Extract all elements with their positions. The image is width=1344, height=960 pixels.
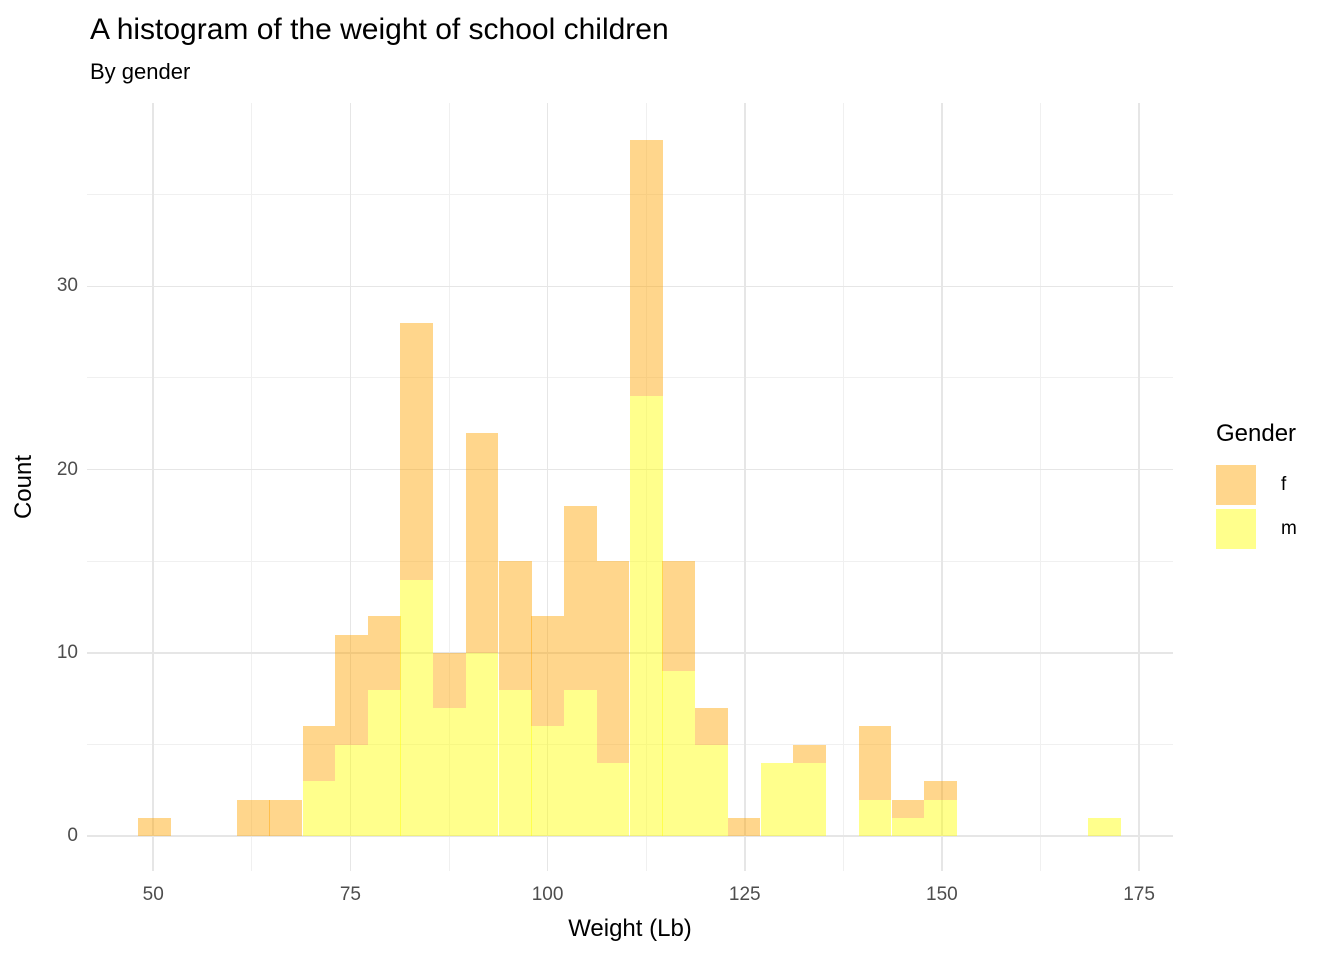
gridline-y-minor-35 <box>87 194 1173 196</box>
bar-f-62.7 <box>237 799 270 837</box>
gridline-x-175 <box>1138 103 1140 871</box>
plot-panel <box>87 103 1173 871</box>
bar-m-149.8 <box>923 799 957 837</box>
bar-m-170.6 <box>1088 817 1121 837</box>
x-tick-50: 50 <box>142 884 164 905</box>
legend-label-f: f <box>1281 474 1287 495</box>
gridline-y-20 <box>87 468 1173 471</box>
legend-swatch-m <box>1216 509 1256 549</box>
x-tick-175: 175 <box>1123 884 1155 905</box>
bar-m-133.2 <box>793 762 826 837</box>
x-tick-100: 100 <box>531 884 564 905</box>
bar-f-95.9 <box>498 561 532 690</box>
bar-f-133.2 <box>793 744 826 763</box>
bar-f-66.8 <box>269 799 303 837</box>
bar-f-124.9 <box>727 817 761 837</box>
legend-title: Gender <box>1216 420 1297 447</box>
bar-m-83.4 <box>400 579 434 837</box>
bar-m-129.1 <box>760 762 794 837</box>
x-axis-title: Weight (Lb) <box>568 915 692 942</box>
y-tick-0: 0 <box>67 825 78 847</box>
bar-f-100 <box>531 616 564 727</box>
gridline-y-minor-5 <box>87 744 1173 746</box>
bar-f-145.7 <box>891 799 925 818</box>
gridline-y-0 <box>87 835 1173 837</box>
bar-f-50.2 <box>138 817 172 837</box>
y-tick-30: 30 <box>56 275 78 297</box>
bar-m-91.7 <box>465 652 499 837</box>
bar-m-104.2 <box>564 689 598 837</box>
gridline-x-100 <box>546 103 549 871</box>
y-tick-20: 20 <box>56 458 78 480</box>
legend-key-f: f <box>1216 465 1344 505</box>
bar-f-91.7 <box>465 432 499 653</box>
x-tick-75: 75 <box>339 884 361 905</box>
bar-m-87.6 <box>433 707 467 837</box>
y-axis-title: Count <box>10 454 37 520</box>
gridline-x-minor-137.5 <box>842 103 844 871</box>
x-tick-150: 150 <box>926 884 958 905</box>
legend-label-m: m <box>1281 518 1297 539</box>
bar-m-145.7 <box>891 817 925 837</box>
gridline-x-minor-87.5 <box>448 103 450 871</box>
gridline-x-minor-62.5 <box>251 103 253 871</box>
gridline-x-50 <box>152 103 154 871</box>
bar-f-149.8 <box>923 781 957 800</box>
bar-m-100 <box>531 726 564 837</box>
bar-f-71 <box>302 726 336 782</box>
bar-f-116.6 <box>662 561 695 672</box>
legend-swatch-f <box>1216 465 1256 505</box>
bar-m-75.1 <box>334 744 368 837</box>
x-tick-125: 125 <box>728 884 761 905</box>
bar-m-120.8 <box>695 744 728 837</box>
bar-m-95.9 <box>498 689 532 837</box>
bar-m-112.5 <box>629 396 663 837</box>
bar-f-108.3 <box>596 561 630 763</box>
bar-f-104.2 <box>564 506 598 690</box>
bar-m-141.5 <box>858 799 892 837</box>
bar-f-112.5 <box>629 139 663 397</box>
bar-f-141.5 <box>858 726 892 800</box>
legend-key-m: m <box>1216 509 1344 549</box>
bar-f-120.8 <box>695 707 728 745</box>
gridline-y-minor-15 <box>87 560 1173 562</box>
gridline-y-30 <box>87 285 1173 288</box>
bar-f-75.1 <box>334 634 368 745</box>
gridline-x-minor-162.5 <box>1040 103 1041 871</box>
gridline-y-10 <box>87 652 1173 654</box>
bar-f-83.4 <box>400 322 434 580</box>
gridline-x-125 <box>744 103 746 871</box>
gridline-y-minor-25 <box>87 377 1173 379</box>
y-tick-10: 10 <box>56 641 78 663</box>
bar-m-71 <box>302 781 336 837</box>
gridline-x-150 <box>941 103 943 871</box>
gridline-x-75 <box>349 103 352 871</box>
bar-m-108.3 <box>596 762 630 837</box>
bar-m-116.6 <box>662 671 695 837</box>
bar-f-79.3 <box>367 616 401 690</box>
chart-subtitle: By gender <box>90 59 191 84</box>
bar-m-79.3 <box>367 689 401 837</box>
gridline-x-minor-112.5 <box>645 103 647 871</box>
chart-title: A histogram of the weight of school chil… <box>90 13 669 46</box>
bar-f-87.6 <box>433 652 467 708</box>
